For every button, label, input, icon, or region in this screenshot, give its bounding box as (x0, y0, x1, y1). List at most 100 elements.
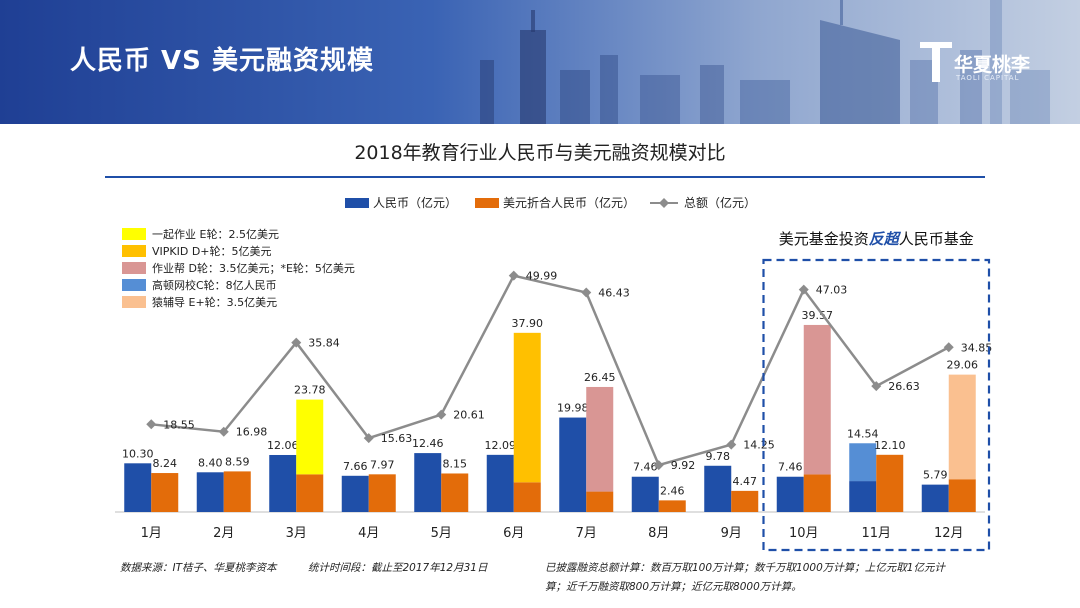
header-banner: 人民币 VS 美元融资规模 华夏桃李 TAOLI CAPITAL (0, 0, 1080, 124)
total-label-1: 18.55 (163, 418, 195, 431)
legend-label-usd: 美元折合人民币（亿元） (503, 195, 635, 210)
data-label-rmb-10: 7.46 (778, 461, 803, 474)
total-label-7: 46.43 (598, 287, 630, 300)
total-label-11: 26.63 (888, 380, 920, 393)
x-tick-label-11: 11月 (861, 526, 891, 541)
data-label-usd-5: 8.15 (443, 457, 468, 470)
total-marker-7 (581, 287, 592, 298)
bar-highlight-7 (586, 386, 614, 492)
chart-title: 2018年教育行业人民币与美元融资规模对比 (354, 142, 726, 164)
bar-usd-2 (223, 471, 251, 512)
total-marker-1 (146, 419, 157, 430)
total-label-2: 16.98 (236, 426, 268, 439)
bar-rmb-11 (849, 481, 877, 512)
data-label-rmb-3: 12.06 (267, 439, 299, 452)
bar-rmb-10 (776, 476, 804, 512)
x-tick-label-3: 3月 (286, 526, 307, 541)
bar-highlight-3 (296, 399, 324, 475)
bar-highlight-6 (513, 332, 541, 483)
x-tick-label-10: 10月 (789, 526, 819, 541)
deal-legend-label-5: 猿辅导 E+轮：3.5亿美元 (152, 295, 277, 309)
data-label-rmb-1: 10.30 (122, 447, 154, 460)
data-label-usd-3: 23.78 (294, 384, 326, 397)
deal-legend-swatch-4 (122, 279, 146, 291)
total-marker-12 (943, 342, 954, 353)
period-note: 统计时间段：截止至2017年12月31日 (308, 562, 488, 574)
deal-legend-label-4: 高顿网校C轮：8亿人民币 (152, 278, 277, 292)
data-label-usd-2: 8.59 (225, 455, 250, 468)
data-label-rmb-6: 12.09 (485, 439, 517, 452)
bar-usd-3 (296, 474, 324, 512)
deal-legend-label-2: VIPKID D+轮：5亿美元 (152, 244, 272, 258)
bar-usd-5 (441, 473, 469, 512)
bar-usd-6 (513, 482, 541, 512)
deal-legend-label-3: 作业帮 D轮：3.5亿美元；*E轮：5亿美元 (152, 261, 355, 275)
bar-rmb-1 (124, 463, 152, 512)
total-label-8: 9.92 (671, 459, 696, 472)
x-tick-label-4: 4月 (358, 526, 379, 541)
total-marker-10 (798, 284, 809, 295)
logo-subtext: TAOLI CAPITAL (956, 74, 1020, 82)
source-note: 数据来源：IT桔子、华夏桃李资本 (120, 562, 277, 574)
x-tick-label-5: 5月 (431, 526, 452, 541)
bar-rmb-6 (486, 454, 514, 512)
total-line (151, 274, 950, 467)
brand-logo: 华夏桃李 TAOLI CAPITAL (918, 40, 1058, 90)
data-label-usd-7: 26.45 (584, 371, 616, 384)
bar-highlight-12 (948, 374, 976, 480)
bar-usd-11 (876, 454, 904, 512)
callout-dashed-box (762, 258, 991, 552)
total-marker-5 (436, 409, 447, 420)
logo-mark-icon (920, 42, 952, 82)
bar-rmb-9 (704, 465, 732, 512)
deal-legend-label-1: 一起作业 E轮：2.5亿美元 (152, 227, 279, 241)
data-label-rmb-11: 14.54 (847, 427, 879, 440)
bar-highlight-11 (849, 443, 877, 482)
bar-usd-7 (586, 491, 614, 512)
x-tick-label-9: 9月 (721, 526, 742, 541)
data-label-usd-12: 29.06 (947, 359, 979, 372)
legend-label-rmb: 人民币（亿元） (373, 195, 457, 210)
total-marker-3 (291, 337, 302, 348)
x-tick-label-6: 6月 (503, 526, 524, 541)
data-label-usd-6: 37.90 (512, 317, 544, 330)
total-label-10: 47.03 (816, 284, 848, 297)
bar-highlight-10 (803, 324, 831, 475)
data-label-usd-4: 7.97 (370, 458, 395, 471)
deal-legend-swatch-2 (122, 245, 146, 257)
total-label-5: 20.61 (453, 409, 485, 422)
method-note-line2: 算；近千万融资取800万计算；近亿元取8000万计算。 (545, 581, 802, 593)
total-marker-4 (363, 433, 374, 444)
x-tick-label-8: 8月 (648, 526, 669, 541)
data-label-rmb-2: 8.40 (198, 456, 223, 469)
logo-text: 华夏桃李 (954, 54, 1031, 76)
x-tick-label-2: 2月 (213, 526, 234, 541)
method-note-line1: 已披露融资总额计算：数百万取100万计算；数千万取1000万计算；上亿元取1亿元… (545, 562, 945, 574)
deal-legend-swatch-3 (122, 262, 146, 274)
bar-rmb-3 (269, 454, 297, 512)
total-marker-11 (871, 381, 882, 392)
bar-rmb-2 (196, 472, 224, 512)
total-label-4: 15.63 (381, 432, 413, 445)
bar-rmb-7 (559, 417, 587, 512)
callout-text: 美元基金投资反超人民币基金 (779, 230, 974, 248)
bar-usd-9 (731, 490, 759, 512)
deal-legend-swatch-1 (122, 228, 146, 240)
bar-rmb-12 (921, 484, 949, 512)
data-label-usd-8: 2.46 (660, 484, 685, 497)
total-label-3: 35.84 (308, 337, 340, 350)
data-label-usd-9: 4.47 (733, 475, 758, 488)
data-label-usd-10: 39.57 (802, 309, 834, 322)
legend-label-total: 总额（亿元） (684, 195, 756, 210)
bar-usd-4 (368, 474, 396, 512)
bar-usd-10 (803, 474, 831, 512)
data-label-rmb-8: 7.46 (633, 461, 658, 474)
x-tick-label-7: 7月 (576, 526, 597, 541)
bar-rmb-4 (341, 475, 369, 512)
data-label-rmb-7: 19.98 (557, 402, 589, 415)
legend-swatch-usd (475, 198, 499, 208)
page-title: 人民币 VS 美元融资规模 (70, 46, 374, 76)
bar-usd-12 (948, 479, 976, 512)
total-label-6: 49.99 (526, 270, 558, 283)
